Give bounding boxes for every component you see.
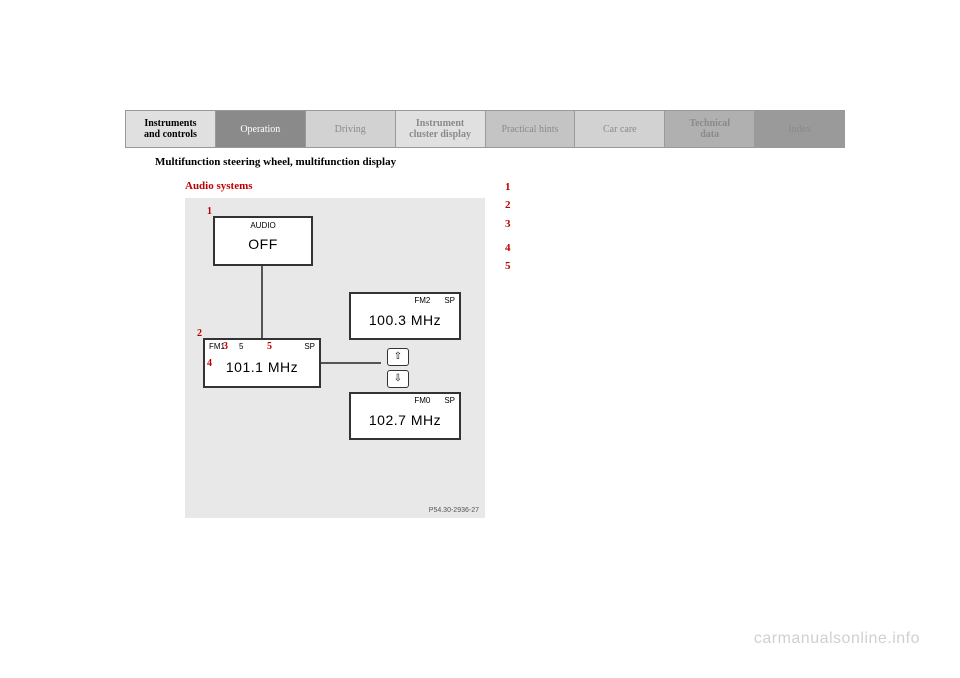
right-column: 1 2 3 4 5 [485,180,845,518]
figure-ref: P54.30-2936-27 [429,507,479,514]
legend-text-2 [521,198,845,212]
box-main-freq: 101.1 MHz [226,359,298,375]
tab-practical-hints[interactable]: Practical hints [486,111,576,147]
box-up-sp: SP [444,296,455,305]
tab-cluster-display[interactable]: Instrumentcluster display [396,111,486,147]
legend-num-4: 4 [505,241,521,255]
callout-4: 4 [207,358,212,369]
legend-item: 1 [505,180,845,194]
display-box-main: FM1 5 SP 101.1 MHz [203,338,321,388]
legend-num-3: 3 [505,217,521,231]
box-up-band: FM2 [414,296,430,305]
subtitle-audio: Audio systems [185,180,485,192]
arrow-up-icon: ⇧ [387,348,409,366]
box-main-sp: SP [304,342,315,351]
legend-text-1 [521,180,845,194]
arrow-down-icon: ⇩ [387,370,409,388]
nav-tabs: Instrumentsand controls Operation Drivin… [125,110,845,148]
box-down-freq: 102.7 MHz [369,412,441,428]
box-down-sp: SP [444,396,455,405]
legend-item: 2 [505,198,845,212]
legend-num-1: 1 [505,180,521,194]
box-up-toprow: FM2 SP [351,296,459,305]
display-box-up: FM2 SP 100.3 MHz [349,292,461,340]
box-up-freq: 100.3 MHz [369,312,441,328]
connector-line [261,266,263,308]
legend-num-5: 5 [505,259,521,273]
connector-line [321,362,381,364]
display-diagram: AUDIO OFF FM1 5 SP 101.1 [185,198,485,518]
connector-line [261,308,263,338]
tab-index[interactable]: Index [755,111,844,147]
legend-num-2: 2 [505,198,521,212]
tab-instruments[interactable]: Instrumentsand controls [126,111,216,147]
tab-operation[interactable]: Operation [216,111,306,147]
callout-3: 3 [223,341,228,352]
content-columns: Audio systems AUDIO OFF [125,180,845,518]
arrow-down-glyph: ⇩ [394,374,402,384]
legend-item: 3 [505,217,845,231]
legend-item: 5 [505,259,845,273]
arrow-up-glyph: ⇧ [394,352,402,362]
tab-car-care[interactable]: Car care [575,111,665,147]
legend-item: 4 [505,241,845,255]
tab-technical-data[interactable]: Technicaldata [665,111,755,147]
legend-text-4 [521,241,845,255]
tab-driving[interactable]: Driving [306,111,396,147]
box-main-preset: 5 [239,342,243,351]
display-box-off: AUDIO OFF [213,216,313,266]
left-column: Audio systems AUDIO OFF [125,180,485,518]
watermark: carmanualsonline.info [754,630,920,648]
callout-2: 2 [197,328,202,339]
callout-5: 5 [267,341,272,352]
box-off-label: AUDIO [250,221,275,230]
callout-1: 1 [207,206,212,217]
legend-text-5 [521,259,845,273]
box-down-toprow: FM0 SP [351,396,459,405]
display-box-down: FM0 SP 102.7 MHz [349,392,461,440]
section-heading: Multifunction steering wheel, multifunct… [155,156,845,168]
box-down-band: FM0 [414,396,430,405]
legend-text-3 [521,217,845,231]
box-off-main: OFF [248,236,278,252]
page: Instrumentsand controls Operation Drivin… [125,110,845,518]
